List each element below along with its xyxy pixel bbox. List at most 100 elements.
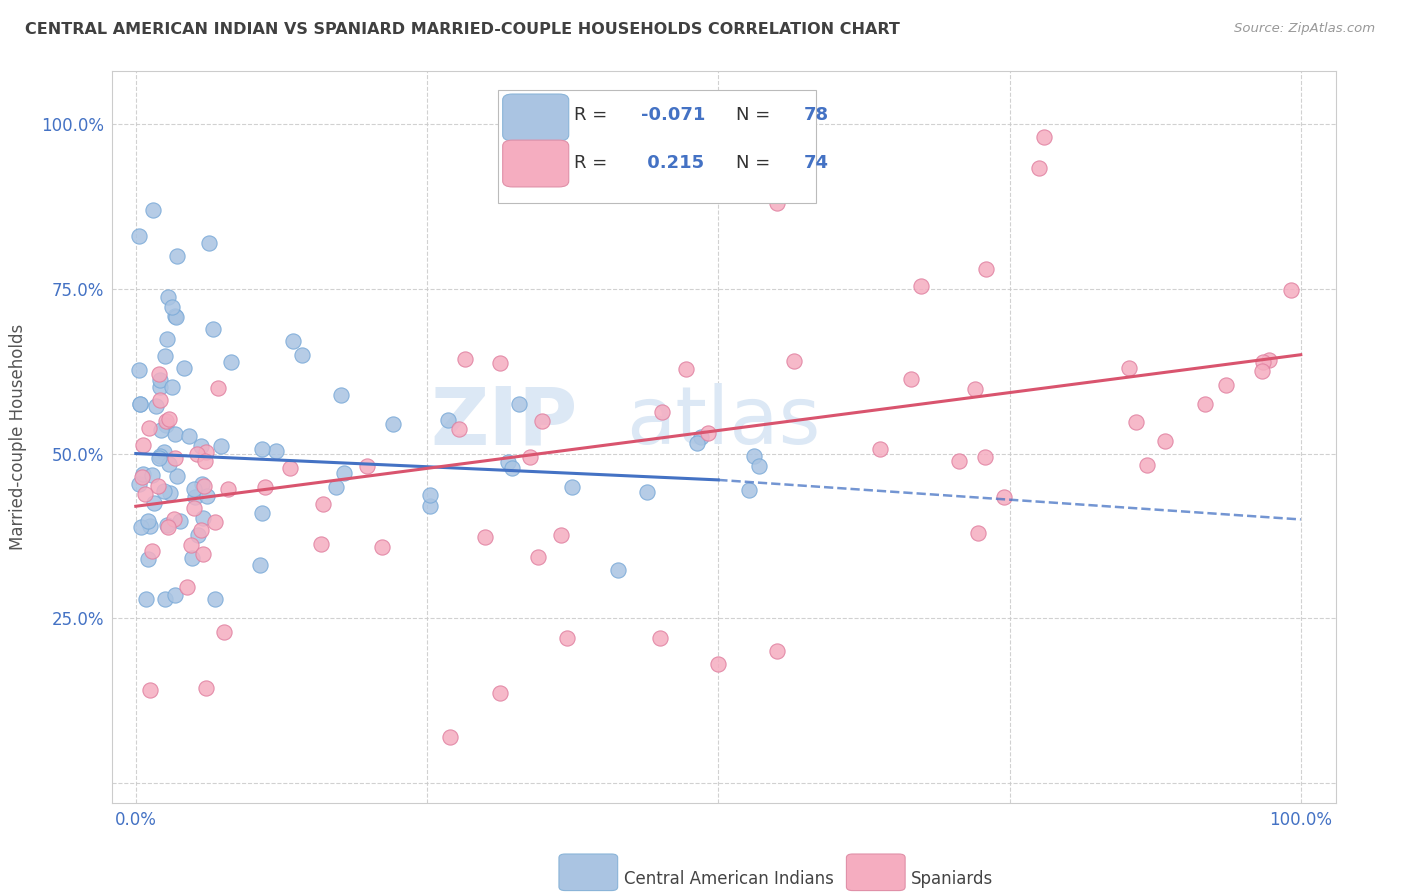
Point <box>264 443 287 458</box>
Point <box>973 450 995 464</box>
Text: Spaniards: Spaniards <box>911 870 994 888</box>
Point <box>1251 354 1274 368</box>
Point <box>974 262 997 277</box>
Point <box>555 631 578 645</box>
Point <box>489 686 512 700</box>
Point <box>217 482 239 496</box>
Text: N =: N = <box>737 106 776 124</box>
Point <box>148 451 170 466</box>
Text: Central American Indians: Central American Indians <box>624 870 834 888</box>
Point <box>166 469 188 483</box>
Point <box>325 481 347 495</box>
Text: Source: ZipAtlas.com: Source: ZipAtlas.com <box>1234 22 1375 36</box>
Point <box>281 334 304 349</box>
Point <box>330 387 353 401</box>
Point <box>501 460 523 475</box>
Point <box>419 499 441 513</box>
Point <box>157 458 180 472</box>
Point <box>765 196 787 211</box>
Point <box>212 624 235 639</box>
Point <box>149 423 172 437</box>
Point <box>141 544 163 558</box>
Point <box>447 422 470 436</box>
Point <box>606 563 628 577</box>
Point <box>454 351 477 366</box>
Point <box>191 511 214 525</box>
Point <box>195 489 218 503</box>
Text: R =: R = <box>574 106 613 124</box>
Point <box>134 487 156 501</box>
Point <box>128 229 150 244</box>
Point <box>356 458 378 473</box>
Text: 0.215: 0.215 <box>641 154 704 172</box>
Point <box>696 425 718 440</box>
Point <box>742 449 765 463</box>
Point <box>963 382 986 396</box>
Point <box>748 459 770 474</box>
Point <box>219 355 242 369</box>
Point <box>183 483 205 497</box>
Point <box>129 397 152 411</box>
Point <box>209 439 232 453</box>
Point <box>163 309 186 323</box>
Point <box>135 591 157 606</box>
Point <box>1125 415 1147 429</box>
FancyBboxPatch shape <box>503 140 569 187</box>
Point <box>163 426 186 441</box>
Point <box>1136 458 1159 472</box>
Point <box>508 397 530 411</box>
Point <box>186 447 208 461</box>
Point <box>436 413 458 427</box>
Point <box>136 552 159 566</box>
FancyBboxPatch shape <box>846 854 905 890</box>
Point <box>966 526 988 541</box>
Point <box>439 730 461 744</box>
FancyBboxPatch shape <box>498 90 815 203</box>
Point <box>173 360 195 375</box>
Point <box>128 397 150 411</box>
Text: -0.071: -0.071 <box>641 106 706 124</box>
Point <box>250 442 273 456</box>
Point <box>648 631 671 645</box>
Point <box>1250 364 1272 378</box>
Point <box>707 657 730 672</box>
Point <box>169 514 191 528</box>
Point <box>138 683 160 698</box>
Point <box>138 518 160 533</box>
Point <box>194 454 217 468</box>
Point <box>138 421 160 435</box>
Point <box>419 487 441 501</box>
Point <box>163 588 186 602</box>
Point <box>312 497 335 511</box>
Point <box>782 354 804 368</box>
Point <box>1279 283 1302 297</box>
Point <box>675 362 697 376</box>
Point <box>159 486 181 500</box>
Point <box>163 512 186 526</box>
Point <box>183 501 205 516</box>
Point <box>291 348 314 362</box>
Point <box>201 321 224 335</box>
Point <box>152 444 174 458</box>
Point <box>738 483 761 497</box>
Point <box>249 558 271 573</box>
Point <box>191 548 214 562</box>
Point <box>177 429 200 443</box>
Text: CENTRAL AMERICAN INDIAN VS SPANIARD MARRIED-COUPLE HOUSEHOLDS CORRELATION CHART: CENTRAL AMERICAN INDIAN VS SPANIARD MARR… <box>25 22 900 37</box>
Point <box>194 681 217 695</box>
Point <box>149 379 172 393</box>
Point <box>197 235 219 250</box>
Point <box>278 461 301 475</box>
Point <box>156 332 179 346</box>
Point <box>157 520 180 534</box>
Point <box>165 451 187 466</box>
Point <box>142 496 165 510</box>
Y-axis label: Married-couple Households: Married-couple Households <box>10 324 27 550</box>
FancyBboxPatch shape <box>560 854 617 890</box>
Point <box>204 515 226 529</box>
Point <box>204 591 226 606</box>
Point <box>153 591 176 606</box>
Text: atlas: atlas <box>626 384 821 461</box>
Point <box>190 523 212 537</box>
Point <box>496 455 519 469</box>
